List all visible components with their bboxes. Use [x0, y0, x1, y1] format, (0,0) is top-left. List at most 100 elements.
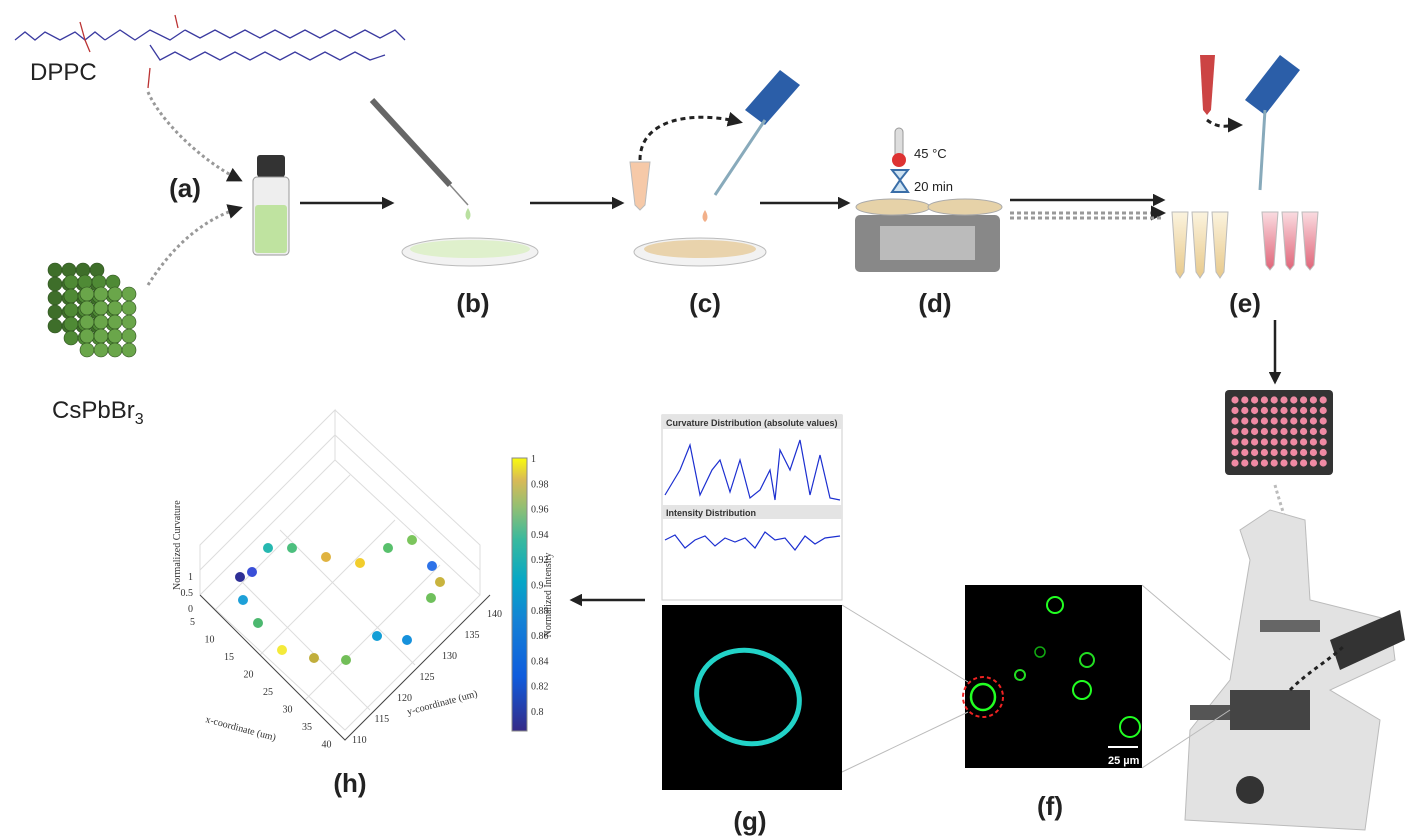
- y-tick-label: 130: [442, 651, 457, 662]
- data-point: [235, 572, 245, 582]
- data-point: [427, 561, 437, 571]
- axis-title: x-coordinate (um): [204, 714, 277, 743]
- well: [1261, 417, 1268, 424]
- well: [1241, 396, 1248, 403]
- well: [1310, 417, 1317, 424]
- plot-3d-part: [200, 595, 490, 740]
- well: [1231, 407, 1238, 414]
- formula-label: CsPbBr3: [52, 397, 144, 428]
- data-point: [309, 653, 319, 663]
- nanocrystal: [106, 275, 120, 289]
- data-point: [263, 543, 273, 553]
- nanocrystal: [108, 287, 122, 301]
- well: [1320, 459, 1327, 466]
- nanocrystal: [92, 275, 106, 289]
- well: [1241, 438, 1248, 445]
- syringe-and-dish-part: [410, 240, 530, 258]
- colorbar-tick-label: 0.84: [531, 656, 549, 667]
- well: [1300, 449, 1307, 456]
- well: [1261, 438, 1268, 445]
- heater-part: [892, 153, 906, 167]
- nanocrystal: [108, 329, 122, 343]
- well: [1271, 396, 1278, 403]
- data-point: [277, 645, 287, 655]
- dppc-molecule-part: [148, 15, 178, 88]
- well: [1241, 407, 1248, 414]
- step-label: (d): [918, 288, 951, 318]
- data-points: [235, 535, 445, 665]
- x-tick-label: 35: [302, 722, 312, 733]
- z-tick-label: 1: [188, 572, 193, 583]
- well: [1310, 396, 1317, 403]
- well: [1261, 407, 1268, 414]
- well: [1300, 459, 1307, 466]
- nanocrystal: [48, 305, 62, 319]
- pipette-and-dish-part: [630, 162, 650, 210]
- well: [1280, 449, 1287, 456]
- y-tick-label: 125: [420, 672, 435, 683]
- nanocrystal: [94, 315, 108, 329]
- nanocrystal: [48, 319, 62, 333]
- nanocrystal: [94, 301, 108, 315]
- vial-part: [255, 205, 287, 253]
- well: [1300, 407, 1307, 414]
- syringe-and-dish-part: [372, 100, 450, 185]
- vial: [253, 155, 289, 255]
- well: [1271, 417, 1278, 424]
- well: [1241, 459, 1248, 466]
- nanocrystal: [94, 343, 108, 357]
- colorbar-tick-label: 0.92: [531, 555, 549, 566]
- well: [1320, 407, 1327, 414]
- nanocrystal: [62, 263, 76, 277]
- well-plate: [1225, 390, 1333, 475]
- well: [1251, 459, 1258, 466]
- dppc-molecule-part: [185, 30, 405, 40]
- fluorescence-image-part: [842, 712, 968, 772]
- distribution-panel-part: [662, 605, 842, 790]
- nanocrystal-cube: [48, 263, 136, 357]
- well: [1290, 396, 1297, 403]
- x-tick-label: 5: [190, 617, 195, 628]
- well: [1261, 449, 1268, 456]
- well: [1261, 396, 1268, 403]
- well: [1300, 428, 1307, 435]
- well: [1231, 396, 1238, 403]
- x-tick-label: 40: [322, 740, 332, 751]
- x-tick-label: 15: [224, 652, 234, 663]
- microscope-part: [1260, 620, 1320, 632]
- syringe-and-dish: [372, 100, 538, 266]
- formula-base: CsPbBr: [52, 397, 135, 424]
- step-label: (b): [456, 288, 489, 318]
- well: [1310, 449, 1317, 456]
- well: [1280, 417, 1287, 424]
- well: [1231, 459, 1238, 466]
- axis-title: y-coordinate (um): [406, 689, 479, 718]
- tick-labels: 00.5151015202530354011011512012513013514…: [181, 454, 549, 751]
- nanocrystal: [76, 263, 90, 277]
- nanocrystal: [122, 287, 136, 301]
- data-point: [238, 595, 248, 605]
- nanocrystal: [108, 315, 122, 329]
- tubes-and-pipette-part: [1302, 212, 1318, 270]
- step-label: (e): [1229, 288, 1261, 318]
- step-label: (c): [689, 288, 721, 318]
- well: [1280, 396, 1287, 403]
- heater-part: [928, 199, 1002, 215]
- nanocrystal: [80, 315, 94, 329]
- well: [1310, 428, 1317, 435]
- microscope-part: [1185, 510, 1395, 830]
- tubes-and-pipette-part: [1262, 212, 1278, 270]
- data-point: [426, 593, 436, 603]
- tubes-and-pipette-part: [1282, 212, 1298, 270]
- data-point: [321, 552, 331, 562]
- y-tick-label: 120: [397, 693, 412, 704]
- nanocrystal: [80, 343, 94, 357]
- syringe-and-dish-part: [450, 185, 468, 205]
- well: [1320, 396, 1327, 403]
- data-point: [407, 535, 417, 545]
- dashed-arrow: [148, 208, 240, 285]
- dppc-molecule-part: [105, 30, 185, 40]
- nanocrystal: [64, 317, 78, 331]
- chart-title: Curvature Distribution (absolute values): [666, 418, 838, 428]
- heater-part: [880, 226, 975, 260]
